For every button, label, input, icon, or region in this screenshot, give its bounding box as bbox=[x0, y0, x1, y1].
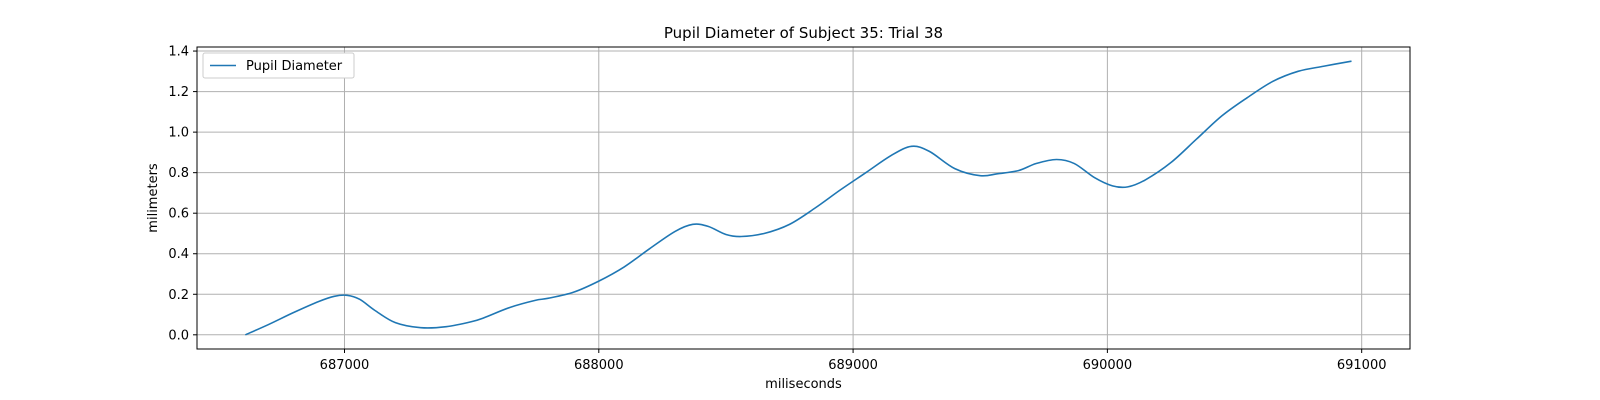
x-tick-label: 688000 bbox=[574, 358, 624, 373]
y-tick-label: 1.0 bbox=[168, 126, 189, 141]
y-tick-label: 0.6 bbox=[168, 207, 189, 222]
legend-label-pupil-diameter: Pupil Diameter bbox=[246, 59, 343, 74]
y-axis-label: milimeters bbox=[146, 163, 161, 233]
grid bbox=[197, 47, 1410, 349]
y-tick-label: 0.8 bbox=[168, 166, 189, 181]
series-line-pupil-diameter bbox=[244, 60, 1352, 336]
x-axis: 687000 688000 689000 690000 691000 bbox=[320, 349, 1387, 373]
x-tick-label: 691000 bbox=[1337, 358, 1387, 373]
y-tick-label: 0.0 bbox=[168, 328, 189, 343]
x-tick-label: 687000 bbox=[320, 358, 370, 373]
plot-frame bbox=[196, 46, 1411, 350]
x-axis-label: miliseconds bbox=[765, 377, 842, 392]
x-tick-label: 689000 bbox=[828, 358, 878, 373]
chart-title: Pupil Diameter of Subject 35: Trial 38 bbox=[664, 24, 943, 42]
legend: Pupil Diameter bbox=[202, 52, 355, 79]
y-axis: 0.0 0.2 0.4 0.6 0.8 1.0 1.2 1.4 bbox=[168, 45, 197, 343]
series-layer bbox=[244, 60, 1352, 336]
y-tick-label: 1.2 bbox=[168, 85, 189, 100]
y-tick-label: 0.4 bbox=[168, 247, 189, 262]
y-tick-label: 1.4 bbox=[168, 45, 189, 60]
y-tick-label: 0.2 bbox=[168, 288, 189, 303]
legend-box bbox=[202, 52, 355, 79]
x-tick-label: 690000 bbox=[1083, 358, 1133, 373]
